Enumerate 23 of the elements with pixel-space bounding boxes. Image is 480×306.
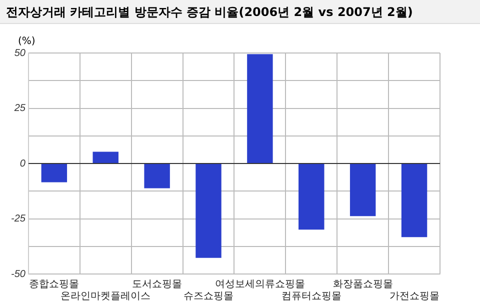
y-axis-title: (%) <box>18 36 36 47</box>
x-tick-label: 가전쇼핑몰 <box>389 290 440 302</box>
y-tick-label: 0 <box>20 158 26 170</box>
bar <box>144 164 170 188</box>
x-tick-label: 여성보세의류쇼핑몰 <box>214 278 305 290</box>
bar <box>41 164 68 182</box>
x-tick-label: 도서쇼핑몰 <box>132 278 182 290</box>
x-tick-label: 화장품쇼핑몰 <box>332 278 393 290</box>
y-tick-label: -50 <box>11 268 26 280</box>
bar <box>350 164 376 216</box>
chart-title: 전자상거래 카테고리별 방문자수 증감 비율(2006년 2월 vs 2007년 2월) <box>0 0 480 24</box>
bar <box>92 152 118 163</box>
x-tick-label: 온라인마켓플레이스 <box>60 290 151 302</box>
y-tick-label: 25 <box>13 103 26 114</box>
bar <box>298 164 324 230</box>
y-tick-label: 50 <box>14 48 26 59</box>
bar <box>401 164 428 238</box>
x-tick-label: 종합쇼핑몰 <box>29 278 80 290</box>
x-tick-label: 슈즈쇼핑몰 <box>184 290 234 302</box>
x-tick-label: 컴퓨터쇼핑몰 <box>281 290 342 302</box>
y-tick-label: -25 <box>11 214 26 225</box>
bar <box>196 164 222 258</box>
bar <box>247 54 273 163</box>
